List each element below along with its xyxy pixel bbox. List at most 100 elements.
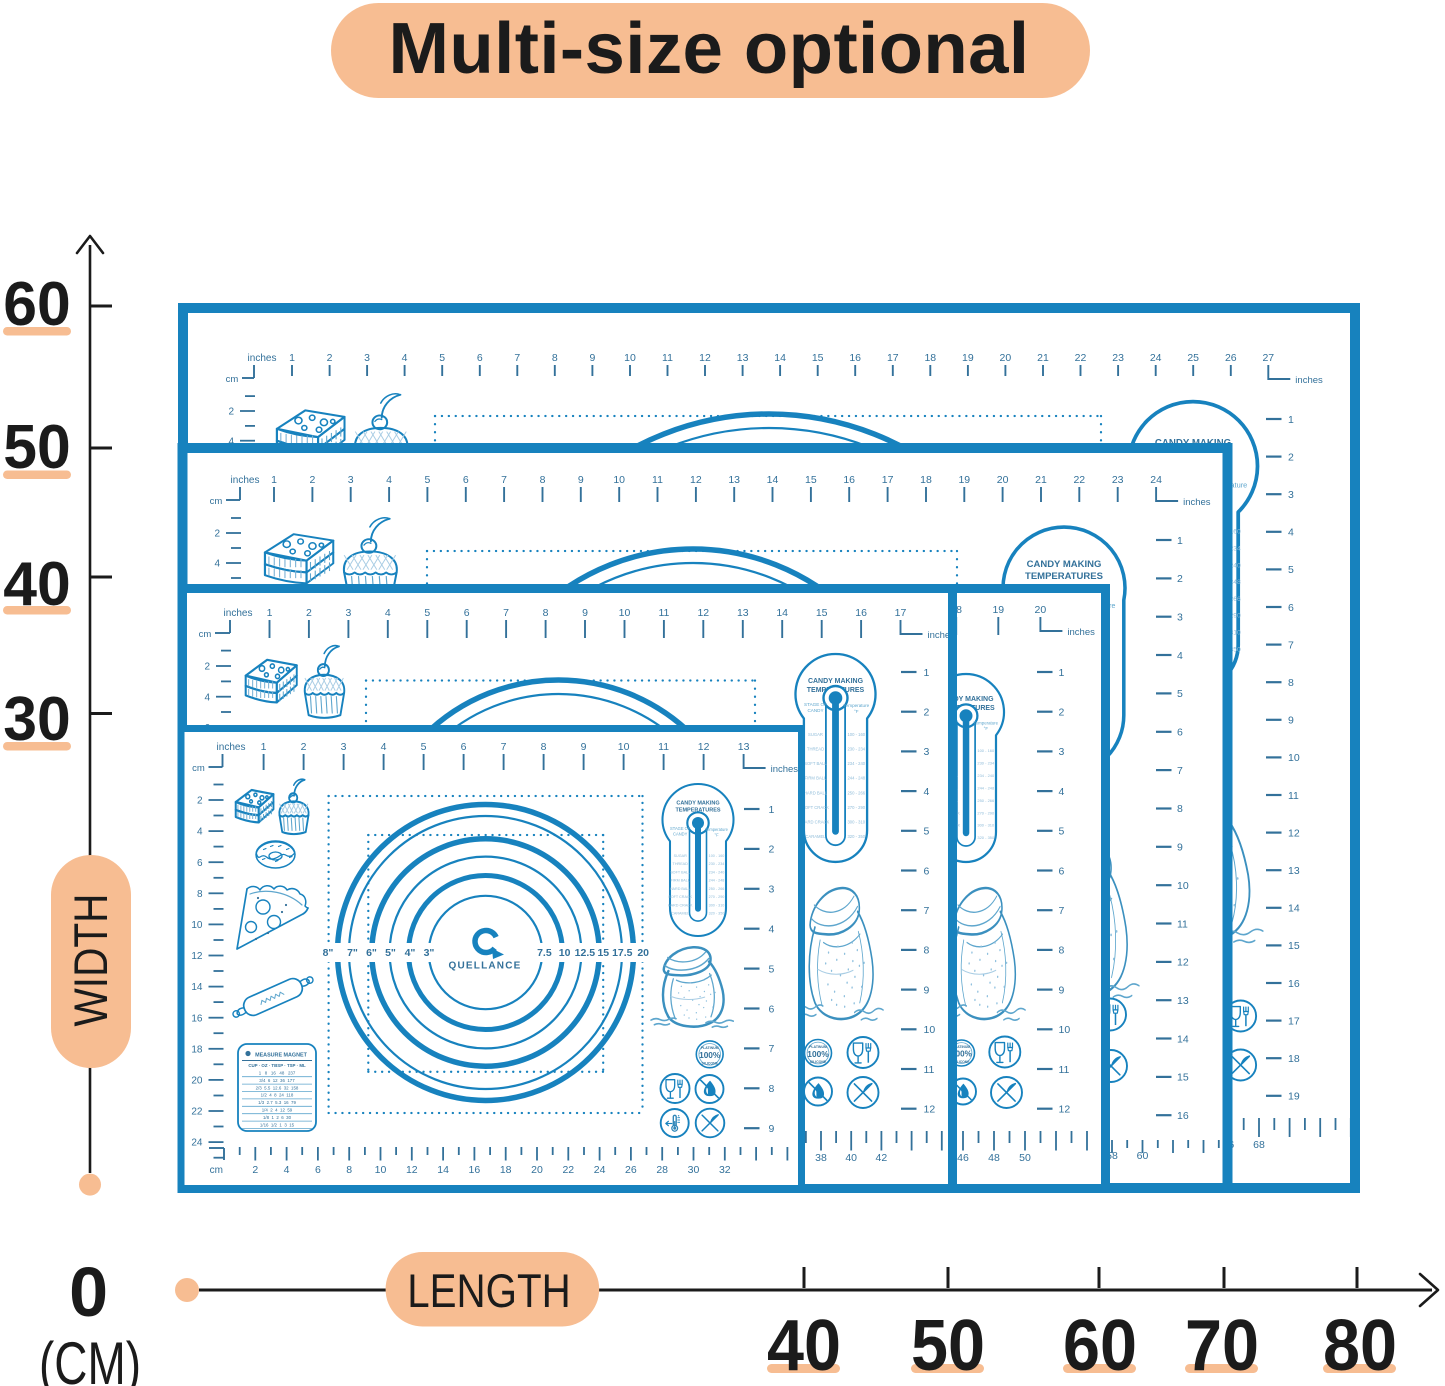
svg-text:CARAMEL: CARAMEL bbox=[805, 834, 826, 839]
svg-text:1: 1 bbox=[1059, 667, 1065, 679]
svg-text:48: 48 bbox=[988, 1152, 1000, 1164]
svg-text:cm: cm bbox=[192, 763, 205, 774]
svg-text:HARD CRACK: HARD CRACK bbox=[668, 903, 693, 907]
svg-text:16: 16 bbox=[855, 607, 867, 619]
svg-text:16: 16 bbox=[1177, 1110, 1189, 1122]
svg-text:8: 8 bbox=[1177, 803, 1183, 815]
svg-text:QUELLANCE: QUELLANCE bbox=[448, 961, 521, 972]
svg-text:14: 14 bbox=[767, 474, 779, 486]
svg-text:17: 17 bbox=[895, 607, 907, 619]
svg-text:2: 2 bbox=[1177, 573, 1183, 585]
svg-text:1: 1 bbox=[261, 741, 267, 753]
svg-text:12: 12 bbox=[191, 951, 203, 962]
svg-text:CANDY MAKING: CANDY MAKING bbox=[938, 696, 994, 703]
svg-text:20: 20 bbox=[637, 947, 649, 959]
svg-text:70: 70 bbox=[1185, 1306, 1259, 1386]
svg-text:16: 16 bbox=[1288, 978, 1300, 990]
svg-text:15: 15 bbox=[1177, 1072, 1189, 1084]
svg-text:1: 1 bbox=[289, 352, 295, 364]
svg-text:32: 32 bbox=[719, 1164, 731, 1176]
svg-text:12: 12 bbox=[697, 607, 709, 619]
svg-text:inches: inches bbox=[1183, 497, 1211, 508]
svg-text:2: 2 bbox=[204, 662, 210, 673]
svg-text:18: 18 bbox=[920, 474, 932, 486]
svg-text:SILICONE: SILICONE bbox=[810, 1060, 827, 1064]
svg-text:inches: inches bbox=[1295, 375, 1323, 386]
svg-text:3: 3 bbox=[1288, 489, 1294, 501]
svg-text:12: 12 bbox=[698, 741, 710, 753]
svg-text:4: 4 bbox=[381, 741, 387, 753]
svg-text:40: 40 bbox=[845, 1152, 857, 1164]
svg-text:6": 6" bbox=[366, 947, 377, 959]
svg-text:9: 9 bbox=[582, 607, 588, 619]
svg-text:3": 3" bbox=[424, 947, 435, 959]
svg-text:8: 8 bbox=[1288, 677, 1294, 689]
svg-text:8: 8 bbox=[197, 889, 203, 900]
svg-text:4: 4 bbox=[1177, 650, 1183, 662]
svg-text:14: 14 bbox=[774, 352, 786, 364]
svg-text:18: 18 bbox=[1288, 1053, 1300, 1065]
svg-text:270 - 290: 270 - 290 bbox=[847, 805, 865, 810]
svg-text:Temperature: Temperature bbox=[843, 703, 869, 708]
svg-text:12.5: 12.5 bbox=[575, 947, 596, 959]
svg-text:12: 12 bbox=[924, 1104, 936, 1116]
svg-text:3: 3 bbox=[1059, 746, 1065, 758]
svg-text:18: 18 bbox=[191, 1044, 203, 1055]
svg-text:CANDY: CANDY bbox=[807, 708, 823, 713]
svg-text:320 - 350: 320 - 350 bbox=[847, 834, 865, 839]
svg-text:11: 11 bbox=[1288, 790, 1299, 802]
svg-text:2: 2 bbox=[214, 529, 220, 540]
svg-text:250 - 266: 250 - 266 bbox=[709, 887, 725, 891]
svg-text:230 - 234: 230 - 234 bbox=[709, 862, 725, 866]
svg-text:24: 24 bbox=[1150, 352, 1162, 364]
svg-text:9: 9 bbox=[578, 474, 584, 486]
svg-text:4": 4" bbox=[405, 947, 416, 959]
svg-text:6: 6 bbox=[1177, 727, 1183, 739]
svg-text:68: 68 bbox=[1253, 1139, 1265, 1151]
svg-text:CANDY MAKING: CANDY MAKING bbox=[1027, 559, 1102, 570]
svg-text:3/4 6 12 36 177: 3/4 6 12 36 177 bbox=[259, 1078, 295, 1083]
svg-text:21: 21 bbox=[1035, 474, 1047, 486]
svg-text:10: 10 bbox=[559, 947, 571, 959]
svg-text:11: 11 bbox=[658, 607, 669, 619]
svg-text:4: 4 bbox=[204, 692, 210, 703]
svg-text:5: 5 bbox=[1288, 564, 1294, 576]
svg-text:8: 8 bbox=[541, 741, 547, 753]
svg-text:300 - 310: 300 - 310 bbox=[847, 819, 865, 824]
svg-text:PLATINUM: PLATINUM bbox=[809, 1045, 827, 1049]
svg-text:19: 19 bbox=[992, 604, 1004, 616]
svg-text:PLATINUM: PLATINUM bbox=[701, 1046, 719, 1050]
svg-text:23: 23 bbox=[1112, 474, 1124, 486]
svg-text:17: 17 bbox=[882, 474, 894, 486]
svg-text:°F: °F bbox=[854, 709, 859, 714]
svg-text:LENGTH: LENGTH bbox=[407, 1264, 571, 1317]
svg-text:10: 10 bbox=[1177, 880, 1189, 892]
svg-text:11: 11 bbox=[924, 1064, 935, 1076]
svg-text:8: 8 bbox=[924, 945, 930, 957]
svg-text:9: 9 bbox=[769, 1123, 775, 1135]
svg-text:STAGE OF: STAGE OF bbox=[670, 826, 691, 831]
svg-text:100%: 100% bbox=[699, 1050, 721, 1060]
svg-text:5: 5 bbox=[439, 352, 445, 364]
svg-text:4: 4 bbox=[1059, 786, 1065, 798]
svg-text:1: 1 bbox=[267, 607, 273, 619]
svg-text:4: 4 bbox=[228, 436, 234, 447]
svg-text:5: 5 bbox=[424, 607, 430, 619]
svg-text:8: 8 bbox=[346, 1164, 352, 1176]
svg-text:4: 4 bbox=[214, 559, 220, 570]
svg-text:11: 11 bbox=[1177, 918, 1188, 930]
svg-text:58: 58 bbox=[1106, 1150, 1118, 1162]
svg-text:50: 50 bbox=[1019, 1152, 1031, 1164]
svg-text:11: 11 bbox=[662, 352, 673, 364]
svg-text:244 - 248: 244 - 248 bbox=[847, 776, 865, 781]
svg-text:50: 50 bbox=[3, 413, 71, 482]
svg-text:10: 10 bbox=[924, 1024, 936, 1036]
svg-text:22: 22 bbox=[1073, 474, 1085, 486]
svg-text:2/3 5.5 12.6 32 158: 2/3 5.5 12.6 32 158 bbox=[256, 1085, 299, 1090]
svg-text:Temperature: Temperature bbox=[974, 721, 999, 726]
svg-text:9: 9 bbox=[1177, 842, 1183, 854]
svg-text:15: 15 bbox=[1288, 940, 1300, 952]
svg-text:17: 17 bbox=[1288, 1015, 1300, 1027]
svg-text:8: 8 bbox=[543, 607, 549, 619]
svg-text:3: 3 bbox=[769, 884, 775, 896]
